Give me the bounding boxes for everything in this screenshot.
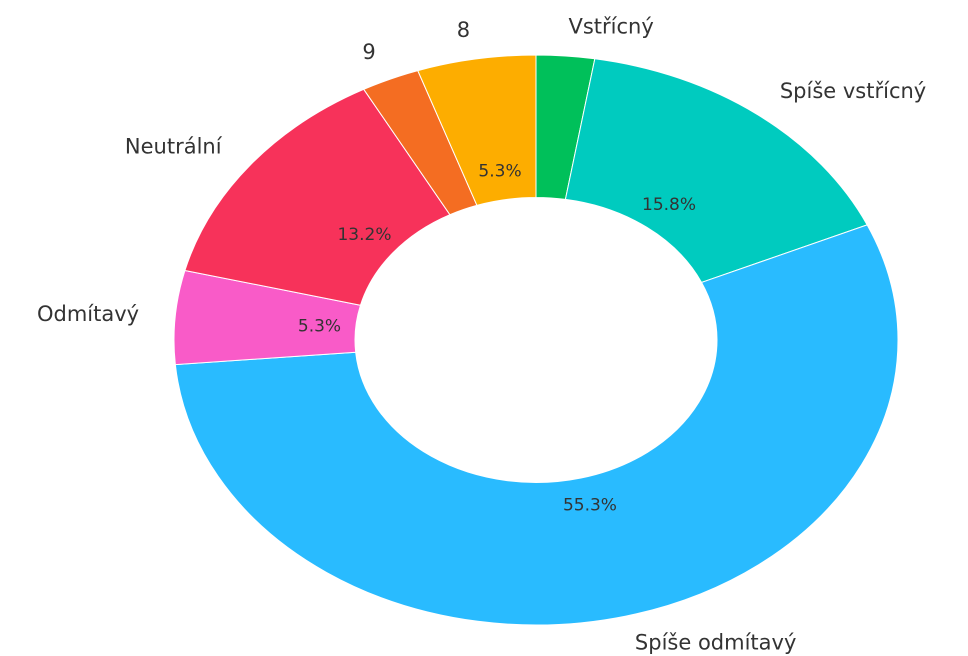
slice-label: Vstřícný <box>568 15 653 39</box>
slice-label: 9 <box>362 40 375 64</box>
value-label: 5.3% <box>478 161 521 181</box>
slice <box>564 58 868 284</box>
slice-label: Spíše odmítavý <box>635 631 796 655</box>
value-label: 15.8% <box>642 195 696 215</box>
slice-label: 8 <box>457 18 470 42</box>
slice <box>174 224 899 626</box>
value-label: 5.3% <box>298 316 341 336</box>
slice <box>184 88 451 306</box>
value-label: 55.3% <box>563 496 617 516</box>
value-label: 13.2% <box>337 225 391 245</box>
slice-label: Spíše vstřícný <box>780 79 926 103</box>
slice-label: Odmítavý <box>37 302 139 326</box>
slice-label: Neutrální <box>125 135 223 159</box>
slice <box>417 54 537 206</box>
